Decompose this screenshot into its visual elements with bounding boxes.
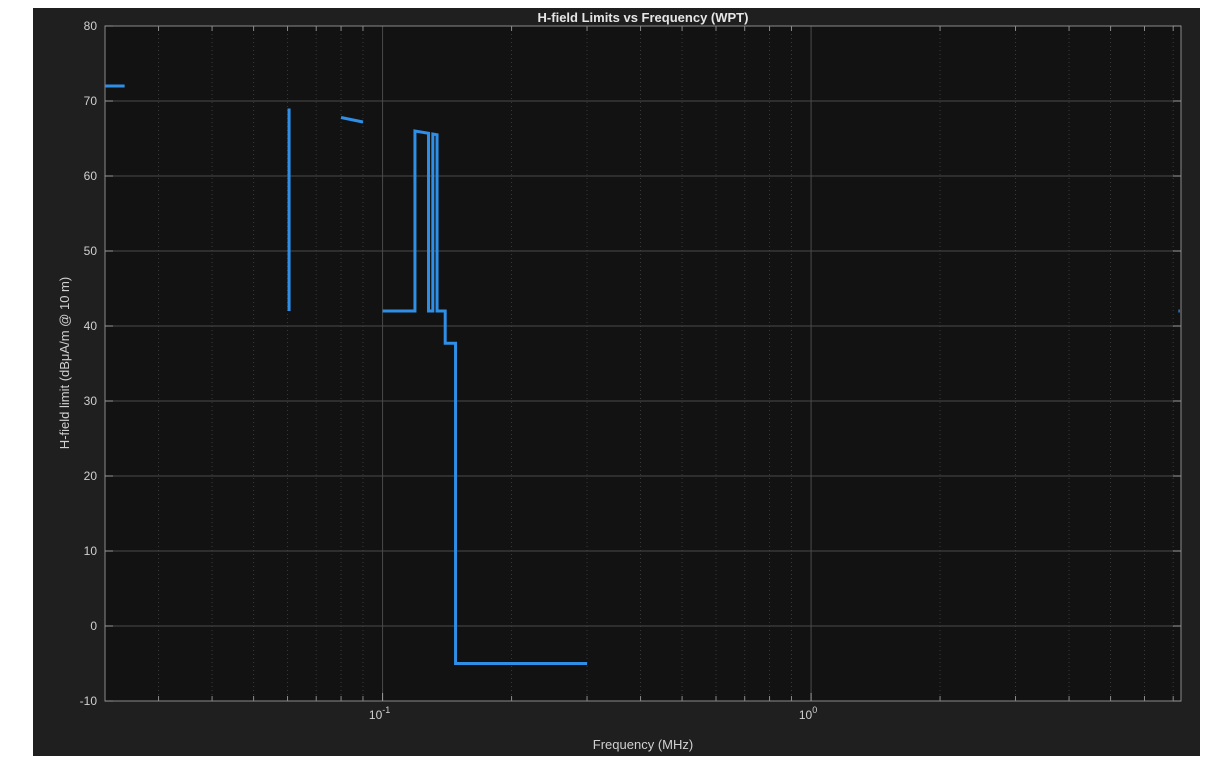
y-axis-label: H-field limit (dBμA/m @ 10 m) [57,277,72,449]
x-tick-base: 10 [799,708,813,722]
minor-ticks [105,25,1181,702]
y-tick-label: 60 [84,169,98,183]
major-grid [105,26,1181,701]
y-tick-label: 20 [84,469,98,483]
y-tick-label: 10 [84,544,98,558]
chart-title: H-field Limits vs Frequency (WPT) [538,10,749,25]
x-tick-labels: 10-1 100 [369,705,817,722]
chart-figure: -10 0 10 20 30 40 50 60 70 80 10-1 100 H-field Lim… [33,8,1200,756]
series-segment [382,129,588,665]
x-tick-label: 100 [799,705,817,722]
x-tick-exponent: -1 [382,705,390,715]
y-tick-label: -10 [80,694,98,708]
x-tick-exponent: 0 [812,705,817,715]
y-tick-label: 30 [84,394,98,408]
series-segment [340,116,364,124]
y-tick-label: 40 [84,319,98,333]
plot-frame [104,25,1182,702]
y-tick-labels: -10 0 10 20 30 40 50 60 70 80 [80,19,98,708]
y-tick-label: 50 [84,244,98,258]
y-tick-label: 80 [84,19,98,33]
y-tick-label: 70 [84,94,98,108]
minor-grid [158,26,1174,701]
plot-area [105,26,1181,701]
series-line [105,84,1180,665]
x-tick-label: 10-1 [369,705,390,722]
x-axis-label: Frequency (MHz) [593,737,693,752]
x-tick-base: 10 [369,708,383,722]
y-tick-label: 0 [90,619,97,633]
